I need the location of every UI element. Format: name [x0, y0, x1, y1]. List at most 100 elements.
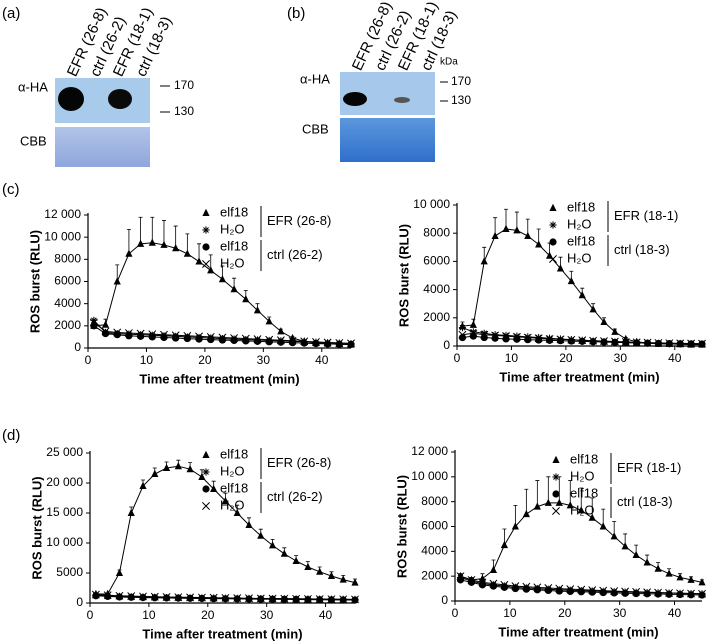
data-point	[327, 571, 336, 579]
data-point	[698, 340, 706, 348]
data-point	[257, 531, 265, 539]
data-point	[257, 594, 265, 603]
data-point	[292, 595, 300, 603]
size-marker: 130	[451, 93, 471, 107]
data-point	[478, 580, 487, 588]
data-point	[221, 496, 230, 504]
data-point	[567, 336, 575, 344]
data-point	[151, 469, 159, 477]
data-point	[480, 329, 488, 337]
data-point	[600, 338, 608, 346]
unit-label: kDa	[440, 57, 458, 68]
blot	[55, 127, 150, 167]
data-point	[292, 556, 300, 564]
legend-marker	[552, 490, 560, 498]
data-point	[233, 508, 241, 516]
x-tick-label: 30	[614, 351, 628, 365]
size-marker: 170	[451, 74, 471, 88]
legend-marker	[202, 468, 210, 476]
data-point	[654, 339, 663, 347]
data-point	[186, 465, 194, 473]
data-point	[245, 520, 253, 528]
data-point	[654, 564, 662, 572]
legend-group-label: ctrl (26-2)	[267, 489, 323, 504]
data-point	[676, 573, 684, 581]
data-point	[339, 595, 347, 603]
data-point	[578, 336, 586, 344]
data-point	[698, 590, 706, 598]
legend-label: elf18	[220, 446, 248, 461]
data-point	[210, 484, 218, 492]
data-point	[511, 583, 519, 591]
data-point	[513, 226, 521, 234]
error-bar	[138, 216, 143, 244]
data-point	[174, 594, 182, 602]
legend-label: H₂O	[570, 502, 595, 517]
size-marker: 130	[174, 104, 194, 118]
data-point	[687, 340, 695, 348]
data-point	[210, 594, 218, 602]
x-tick-label: 40	[668, 606, 682, 620]
data-point	[304, 595, 312, 603]
legend-label: H₂O	[220, 255, 245, 270]
data-point	[643, 588, 651, 597]
x-tick-label: 20	[198, 353, 212, 367]
data-point	[151, 593, 159, 601]
legend-marker	[552, 507, 560, 515]
data-point	[160, 332, 168, 340]
data-point	[288, 333, 297, 342]
data-point	[316, 595, 324, 603]
y-tick-label: 6000	[423, 254, 450, 268]
panel-label: (d)	[2, 427, 20, 444]
data-point	[172, 244, 180, 252]
data-point	[92, 589, 100, 597]
data-point	[489, 565, 498, 573]
legend-marker	[549, 238, 557, 246]
band	[343, 92, 367, 106]
data-point	[183, 249, 191, 257]
data-point	[268, 595, 277, 603]
panel-label: (b)	[287, 5, 305, 22]
data-point	[511, 522, 519, 530]
legend-marker	[202, 243, 210, 251]
x-tick-label: 10	[503, 606, 517, 620]
data-point	[207, 334, 215, 342]
data-point	[544, 585, 552, 593]
row-label: CBB	[20, 133, 47, 148]
data-point	[489, 581, 498, 589]
data-point	[522, 509, 530, 518]
y-axis-title: ROS burst (RLU)	[29, 476, 44, 579]
x-tick-label: 40	[319, 608, 333, 622]
legend-marker	[202, 208, 210, 216]
legend-marker	[549, 221, 557, 229]
data-point	[458, 333, 467, 342]
data-point	[611, 338, 619, 346]
data-point	[643, 558, 651, 566]
legend-label: H₂O	[220, 497, 245, 512]
data-point	[198, 594, 206, 602]
data-point	[242, 295, 250, 303]
data-point	[113, 277, 121, 285]
y-tick-label: 6000	[54, 274, 81, 288]
x-tick-label: 20	[201, 608, 215, 622]
data-point	[698, 578, 706, 586]
legend-label: elf18	[570, 451, 598, 466]
data-point	[127, 508, 135, 516]
panel-label: (a)	[2, 5, 20, 22]
legend-label: elf18	[220, 480, 248, 495]
y-axis-title: ROS burst (RLU)	[396, 224, 411, 327]
data-point	[622, 334, 630, 342]
data-point	[665, 339, 673, 347]
x-tick-label: 40	[315, 353, 329, 367]
data-point	[599, 522, 607, 530]
panel-label: (c)	[2, 181, 20, 198]
legend-group-label: EFR (26-8)	[267, 455, 331, 470]
y-tick-label: 10 000	[413, 197, 450, 211]
data-point	[172, 332, 180, 340]
x-tick-label: 30	[613, 606, 627, 620]
data-point	[268, 541, 277, 549]
data-point	[566, 586, 574, 594]
data-point	[207, 266, 215, 274]
data-point	[125, 249, 133, 257]
x-tick-label: 30	[257, 353, 271, 367]
